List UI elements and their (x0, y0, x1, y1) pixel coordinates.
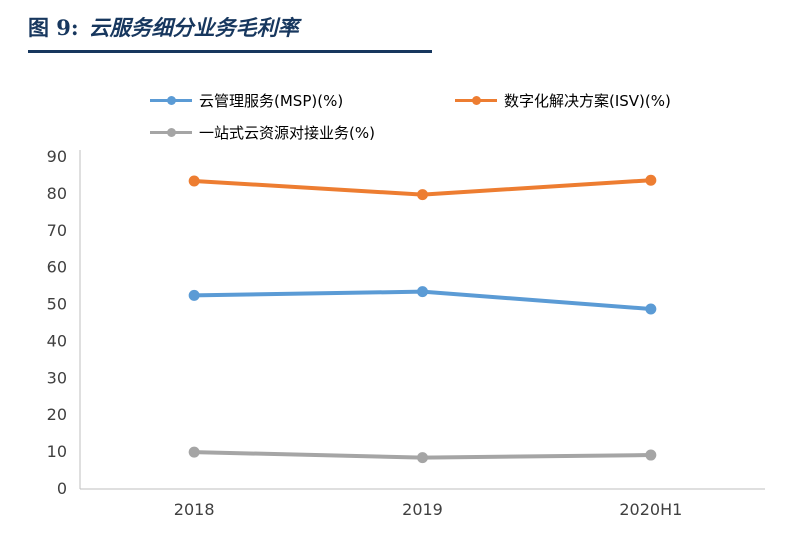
y-tick-label: 70 (47, 221, 67, 240)
legend-item: 数字化解决方案(ISV)(%) (455, 90, 671, 111)
data-point (188, 446, 200, 458)
data-point (645, 449, 657, 461)
y-tick-label: 50 (47, 295, 67, 314)
y-tick-label: 80 (47, 184, 67, 203)
y-tick-label: 40 (47, 331, 67, 350)
y-tick-label: 10 (47, 442, 67, 461)
x-tick-label: 2020H1 (619, 500, 682, 519)
x-tick-label: 2018 (174, 500, 215, 519)
data-point (417, 452, 428, 464)
y-tick-label: 90 (47, 147, 67, 166)
y-tick-label: 60 (47, 258, 67, 277)
x-tick-label: 2019 (402, 500, 443, 519)
legend-line-marker-icon (150, 128, 192, 138)
legend-line-marker-icon (150, 96, 192, 106)
legend-item: 云管理服务(MSP)(%) (150, 90, 455, 111)
data-point (188, 175, 200, 187)
figure-title: 云服务细分业务毛利率 (88, 15, 299, 40)
y-tick-label: 20 (47, 405, 67, 424)
legend-label: 一站式云资源对接业务(%) (199, 124, 375, 142)
data-point (188, 289, 200, 301)
figure-header: 图 9: 云服务细分业务毛利率 (28, 12, 432, 53)
legend-line-marker-icon (455, 96, 497, 106)
y-tick-label: 0 (57, 479, 67, 498)
figure-number-label: 图 9: (28, 15, 79, 40)
legend-item: 一站式云资源对接业务(%) (150, 122, 455, 143)
legend-label: 数字化解决方案(ISV)(%) (504, 92, 671, 110)
data-point (417, 189, 428, 201)
legend-label: 云管理服务(MSP)(%) (199, 92, 344, 110)
chart-legend: 云管理服务(MSP)(%) 数字化解决方案(ISV)(%) 一站式云资源对接业务(%… (150, 90, 671, 143)
data-point (645, 174, 657, 186)
y-tick-label: 30 (47, 368, 67, 387)
data-point (417, 286, 428, 298)
data-point (645, 303, 657, 315)
